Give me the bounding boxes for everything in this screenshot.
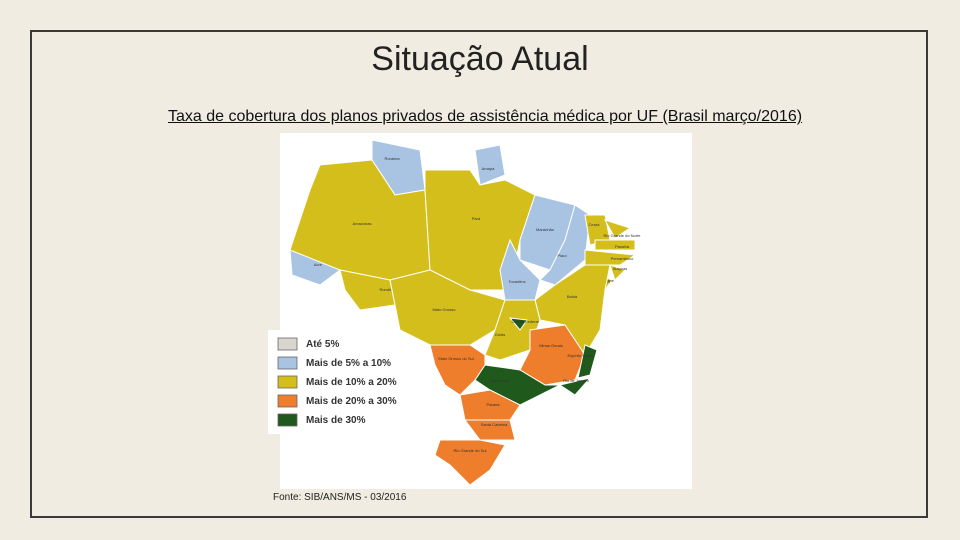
state [484, 299, 541, 361]
state [474, 144, 506, 186]
state-label: Paraná [487, 402, 501, 407]
state-label: Rio de Janeiro [563, 378, 590, 383]
state-label: São Paulo [491, 378, 510, 383]
state-label: Ceará [589, 222, 601, 227]
state [519, 324, 586, 386]
title: Situação Atual [371, 40, 589, 78]
state-label: Roraima [384, 156, 400, 161]
state-label: Rondônia [379, 287, 397, 292]
state-label: Paraíba [615, 244, 630, 249]
state-label: Goiás [495, 332, 505, 337]
state [459, 389, 521, 421]
state [594, 239, 636, 251]
state-label: Pernambuco [611, 256, 634, 261]
state-label: Bahia [567, 294, 578, 299]
state-label: Amapá [482, 166, 495, 171]
state [289, 249, 342, 286]
state [464, 419, 516, 441]
legend-label: Até 5% [306, 339, 339, 350]
state [508, 317, 528, 331]
state [434, 439, 506, 486]
subtitle: Taxa de cobertura dos planos privados de… [167, 108, 803, 125]
state [429, 344, 486, 396]
state-label: Mato Grosso do Sul [438, 356, 473, 361]
state [609, 264, 626, 281]
legend-label: Mais de 5% a 10% [306, 358, 391, 369]
state-label: Tocantins [509, 279, 526, 284]
state-label: Rio Grande do Sul [454, 448, 487, 453]
state-label: Alagoas [613, 266, 627, 271]
source: Fonte: SIB/ANS/MS - 03/2016 [273, 492, 407, 503]
state-label: Rio Grande do Norte [604, 233, 642, 238]
state [558, 377, 592, 396]
legend-label: Mais de 20% a 30% [306, 396, 397, 407]
state-label: Distrito Federal [511, 319, 538, 324]
state [603, 219, 632, 239]
legend-label: Mais de 30% [306, 415, 366, 426]
state-label: Piauí [557, 253, 567, 258]
legend-swatch [277, 375, 298, 389]
frame [30, 30, 928, 518]
state-label: Pará [472, 216, 481, 221]
state [577, 344, 598, 379]
state-label: Acre [314, 262, 323, 267]
state [339, 269, 396, 311]
state [389, 269, 506, 346]
legend-swatch [277, 413, 298, 427]
state-label: Amazonas [353, 221, 372, 226]
legend-swatch [277, 394, 298, 408]
state-label: Minas Gerais [539, 343, 563, 348]
legend-label: Mais de 10% a 20% [306, 377, 397, 388]
state [474, 364, 561, 406]
state-label: Espírito Santo [567, 353, 593, 358]
state-label: Santa Catarina [481, 422, 508, 427]
state [584, 249, 637, 266]
state-label: Maranhão [536, 227, 555, 232]
legend-swatch [277, 337, 298, 351]
legend-swatch [277, 356, 298, 370]
state-label: Mato Grosso [433, 307, 457, 312]
